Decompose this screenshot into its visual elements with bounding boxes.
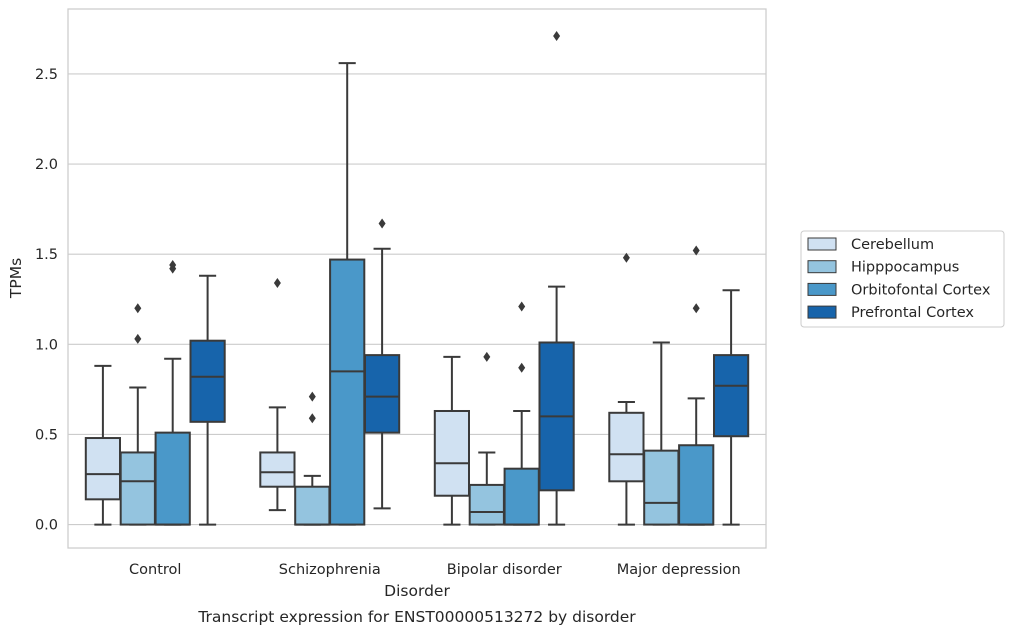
box-body [643,449,680,526]
box-body [294,485,331,526]
box-1-3 [643,341,680,526]
box-0-2 [433,355,471,526]
box-0-3 [608,252,645,526]
box-body [363,354,401,434]
box-1-1 [294,391,331,526]
box-body [433,409,471,497]
y-tick-label: 0.0 [35,518,58,534]
box-1-0 [119,303,156,526]
x-tick-label: Schizophrenia [279,562,381,578]
outlier-point [553,31,561,42]
y-tick-label: 2.0 [35,157,58,173]
outlier-point [134,333,142,344]
legend-swatch [807,305,837,319]
box-body [678,444,715,526]
y-tick-label: 1.5 [35,247,58,263]
box-body [468,483,505,526]
box-2-1 [329,62,366,526]
x-tick-labels: Control Schizophrenia Bipolar disorder Majo… [129,562,741,578]
y-tick-label: 1.0 [35,337,58,353]
box-body [712,354,750,438]
legend-swatch [807,237,837,251]
legend: Cerebellum Hipppocampus Orbitofontal Corte… [800,230,1005,328]
box-body [608,411,645,483]
y-tick-label: 0.5 [35,427,58,443]
outlier-point [169,259,177,270]
x-axis-label: Disorder [384,582,450,600]
outlier-point [308,391,316,402]
outlier-point [518,362,526,373]
box-body [259,451,296,488]
y-tick-label: 2.5 [35,67,58,83]
box-3-1 [363,218,401,510]
box-body [503,467,540,526]
legend-frame [800,230,1005,328]
legend-swatch [807,282,837,296]
box-0-1 [259,278,296,512]
box-body [329,258,366,526]
outlier-point [483,351,491,362]
y-tick-labels: 0.0 0.5 1.0 1.5 2.0 2.5 [35,67,58,534]
chart-title: Transcript expression for ENST0000051327… [197,608,636,626]
legend-label: Hipppocampus [851,260,959,276]
outlier-point [692,303,700,314]
legend-label: Cerebellum [851,237,934,253]
box-3-0 [189,274,226,526]
box-1-2 [468,351,505,526]
box-2-2 [503,301,540,526]
box-body [154,431,191,526]
x-tick-label: Control [129,562,181,578]
box-body [189,339,226,423]
box-2-0 [154,259,191,526]
plot-frame [67,8,767,549]
x-tick-label: Major depression [617,562,741,578]
outlier-point [518,301,526,312]
outlier-point [622,252,630,263]
legend-label: Prefrontal Cortex [851,305,974,321]
y-axis-label: TPMs [7,258,25,299]
box-3-3 [712,289,750,526]
box-0-0 [84,364,122,526]
legend-swatch [807,260,837,274]
legend-items: Cerebellum Hipppocampus Orbitofontal Corte… [807,237,991,321]
outlier-point [692,245,700,256]
outlier-point [378,218,386,229]
x-tick-label: Bipolar disorder [447,562,562,578]
legend-label: Orbitofontal Cortex [851,282,991,298]
outlier-point [308,413,316,424]
box-body [84,437,122,501]
box-body [119,451,156,526]
box-plot-area [84,31,750,526]
outlier-point [273,278,281,289]
outlier-point [134,303,142,314]
box-2-3 [678,245,715,526]
box-3-2 [538,31,575,526]
